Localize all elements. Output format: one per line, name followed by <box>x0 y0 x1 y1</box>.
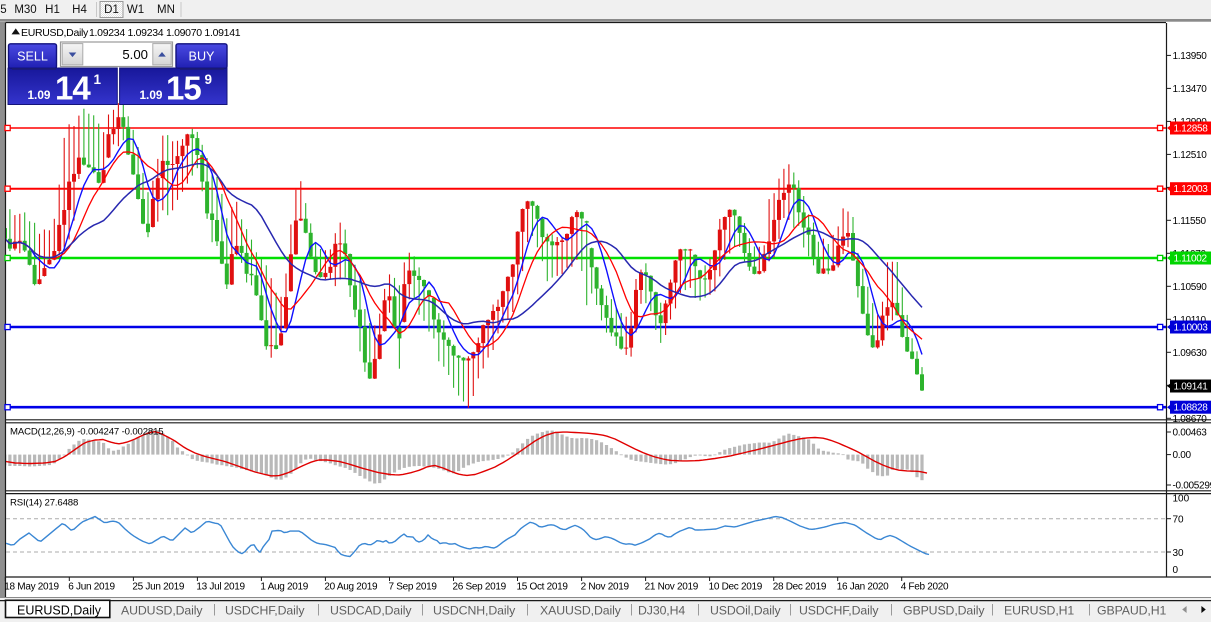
svg-text:MACD(12,26,9) -0.004247 -0.002: MACD(12,26,9) -0.004247 -0.002815 <box>10 427 163 438</box>
svg-text:W1: W1 <box>127 4 144 16</box>
svg-text:6 Jun 2019: 6 Jun 2019 <box>68 582 115 593</box>
svg-text:18 May 2019: 18 May 2019 <box>4 582 59 593</box>
svg-text:H1: H1 <box>45 4 60 16</box>
svg-text:1.13470: 1.13470 <box>1173 84 1208 95</box>
svg-text:1.09630: 1.09630 <box>1173 348 1208 359</box>
svg-text:RSI(14) 27.6488: RSI(14) 27.6488 <box>10 498 78 509</box>
svg-text:14: 14 <box>55 70 91 107</box>
svg-text:20 Aug 2019: 20 Aug 2019 <box>324 582 378 593</box>
svg-text:15: 15 <box>166 70 201 107</box>
svg-text:5.00: 5.00 <box>122 47 148 62</box>
svg-text:100: 100 <box>1173 494 1190 505</box>
svg-text:21 Nov 2019: 21 Nov 2019 <box>645 582 699 593</box>
svg-text:EURUSD,Daily: EURUSD,Daily <box>17 603 102 617</box>
svg-text:10 Dec 2019: 10 Dec 2019 <box>709 582 763 593</box>
svg-text:1.10110: 1.10110 <box>1173 315 1207 326</box>
svg-text:DJ30,H4: DJ30,H4 <box>638 603 685 617</box>
svg-text:1.11550: 1.11550 <box>1173 216 1207 227</box>
svg-text:28 Dec 2019: 28 Dec 2019 <box>773 582 827 593</box>
svg-text:H4: H4 <box>72 4 87 16</box>
svg-text:M30: M30 <box>14 4 36 16</box>
svg-text:2 Nov 2019: 2 Nov 2019 <box>581 582 630 593</box>
svg-text:GBPUSD,Daily: GBPUSD,Daily <box>903 603 985 617</box>
svg-text:1 Aug 2019: 1 Aug 2019 <box>260 582 308 593</box>
svg-text:BUY: BUY <box>189 49 215 63</box>
svg-text:1.09234 1.09234 1.09070 1.0914: 1.09234 1.09234 1.09070 1.09141 <box>89 27 241 39</box>
svg-text:5: 5 <box>0 4 6 16</box>
svg-text:1.08670: 1.08670 <box>1173 414 1208 425</box>
svg-text:16 Jan 2020: 16 Jan 2020 <box>837 582 889 593</box>
svg-text:0.00463: 0.00463 <box>1173 428 1208 439</box>
svg-text:1.13950: 1.13950 <box>1173 51 1208 62</box>
svg-text:GBPAUD,H1: GBPAUD,H1 <box>1097 603 1167 617</box>
svg-text:30: 30 <box>1173 548 1185 559</box>
svg-text:4 Feb 2020: 4 Feb 2020 <box>901 582 949 593</box>
svg-text:1.12510: 1.12510 <box>1173 150 1208 161</box>
svg-text:XAUUSD,Daily: XAUUSD,Daily <box>540 603 622 617</box>
svg-text:13 Jul 2019: 13 Jul 2019 <box>196 582 245 593</box>
svg-text:1.10590: 1.10590 <box>1173 282 1208 293</box>
svg-text:-0.0052995: -0.0052995 <box>1173 481 1211 492</box>
svg-text:9: 9 <box>205 72 213 87</box>
svg-text:1.12003: 1.12003 <box>1174 184 1209 195</box>
svg-text:1.11002: 1.11002 <box>1174 254 1208 265</box>
svg-text:26 Sep 2019: 26 Sep 2019 <box>453 582 507 593</box>
svg-text:MN: MN <box>157 4 175 16</box>
svg-text:USDCNH,Daily: USDCNH,Daily <box>433 603 516 617</box>
svg-text:70: 70 <box>1173 515 1185 526</box>
svg-text:USDCHF,Daily: USDCHF,Daily <box>799 603 879 617</box>
svg-text:D1: D1 <box>104 4 119 16</box>
svg-text:USDCAD,Daily: USDCAD,Daily <box>330 603 412 617</box>
svg-text:1.08828: 1.08828 <box>1174 403 1209 414</box>
svg-text:15 Oct 2019: 15 Oct 2019 <box>517 582 569 593</box>
svg-text:AUDUSD,Daily: AUDUSD,Daily <box>121 603 203 617</box>
svg-text:0.00: 0.00 <box>1173 450 1192 461</box>
svg-text:25 Jun 2019: 25 Jun 2019 <box>132 582 184 593</box>
svg-text:1.09: 1.09 <box>28 88 51 102</box>
svg-text:1: 1 <box>94 72 102 87</box>
svg-text:1.09141: 1.09141 <box>1174 382 1209 393</box>
svg-text:EURUSD,H1: EURUSD,H1 <box>1004 603 1074 617</box>
svg-text:SELL: SELL <box>17 49 48 63</box>
svg-text:1.12858: 1.12858 <box>1174 124 1209 135</box>
svg-text:1.10003: 1.10003 <box>1174 323 1209 334</box>
svg-text:0: 0 <box>1173 565 1179 576</box>
svg-text:EURUSD,Daily: EURUSD,Daily <box>21 27 89 39</box>
svg-text:1.09: 1.09 <box>140 88 163 102</box>
svg-text:USDOil,Daily: USDOil,Daily <box>710 603 781 617</box>
svg-text:7 Sep 2019: 7 Sep 2019 <box>389 582 438 593</box>
svg-text:USDCHF,Daily: USDCHF,Daily <box>225 603 305 617</box>
